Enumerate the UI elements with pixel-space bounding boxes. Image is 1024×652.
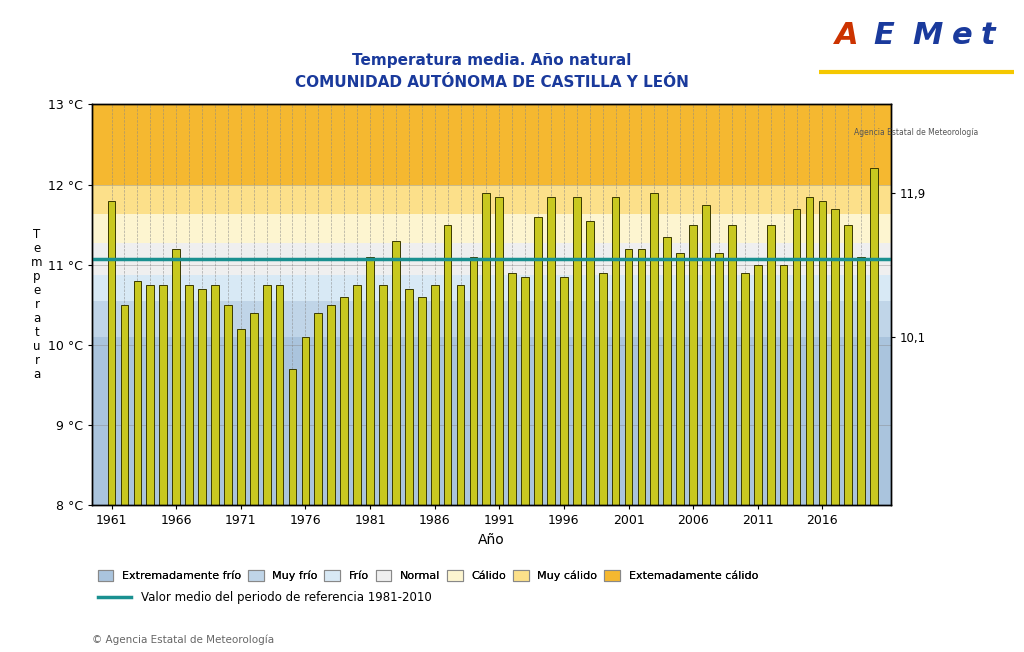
- Legend: Valor medio del periodo de referencia 1981-2010: Valor medio del periodo de referencia 19…: [98, 591, 431, 604]
- Bar: [108, 201, 116, 505]
- Text: A: A: [835, 21, 858, 50]
- Bar: [702, 205, 710, 505]
- Text: M: M: [912, 21, 943, 50]
- Bar: [664, 237, 671, 505]
- Bar: [457, 285, 464, 505]
- Bar: [340, 297, 348, 505]
- Bar: [92, 275, 891, 301]
- Bar: [818, 201, 826, 505]
- Bar: [172, 248, 180, 505]
- Bar: [831, 209, 840, 505]
- Bar: [638, 248, 645, 505]
- Bar: [431, 285, 438, 505]
- Bar: [92, 301, 891, 337]
- Bar: [92, 243, 891, 275]
- Bar: [198, 289, 206, 505]
- Bar: [92, 215, 891, 243]
- Bar: [857, 257, 865, 505]
- Bar: [573, 196, 581, 505]
- Bar: [870, 168, 878, 505]
- Bar: [92, 185, 891, 215]
- Bar: [650, 192, 658, 505]
- Bar: [599, 273, 606, 505]
- Text: COMUNIDAD AUTÓNOMA DE CASTILLA Y LEÓN: COMUNIDAD AUTÓNOMA DE CASTILLA Y LEÓN: [295, 75, 688, 90]
- Text: Temperatura media. Año natural: Temperatura media. Año natural: [352, 53, 631, 68]
- Bar: [185, 285, 193, 505]
- Bar: [418, 297, 426, 505]
- Bar: [379, 285, 387, 505]
- Bar: [237, 329, 245, 505]
- Text: t: t: [981, 21, 995, 50]
- Bar: [754, 265, 762, 505]
- Bar: [508, 273, 516, 505]
- Bar: [133, 281, 141, 505]
- Bar: [92, 337, 891, 505]
- Bar: [92, 104, 891, 185]
- Bar: [289, 369, 296, 505]
- Bar: [547, 196, 555, 505]
- Text: © Agencia Estatal de Meteorología: © Agencia Estatal de Meteorología: [92, 635, 274, 645]
- Y-axis label: T
e
m
p
e
r
a
t
u
r
a: T e m p e r a t u r a: [32, 228, 43, 381]
- Bar: [779, 265, 787, 505]
- Text: Agencia Estatal de Meteorología: Agencia Estatal de Meteorología: [854, 128, 979, 137]
- Bar: [741, 273, 749, 505]
- Bar: [263, 285, 270, 505]
- Bar: [211, 285, 219, 505]
- Bar: [367, 257, 374, 505]
- Bar: [611, 196, 620, 505]
- Bar: [560, 276, 567, 505]
- Bar: [470, 257, 477, 505]
- Bar: [301, 337, 309, 505]
- Legend: Extremadamente frío, Muy frío, Frío, Normal, Cálido, Muy cálido, Extemadamente c: Extremadamente frío, Muy frío, Frío, Nor…: [97, 570, 758, 581]
- Bar: [586, 220, 594, 505]
- X-axis label: Año: Año: [478, 533, 505, 547]
- Text: E: E: [873, 21, 895, 50]
- Bar: [793, 209, 801, 505]
- Bar: [767, 224, 774, 505]
- Bar: [535, 216, 542, 505]
- Bar: [404, 289, 413, 505]
- Bar: [728, 224, 736, 505]
- Bar: [521, 276, 529, 505]
- Bar: [496, 196, 503, 505]
- Bar: [275, 285, 284, 505]
- Bar: [328, 305, 335, 505]
- Bar: [250, 313, 258, 505]
- Bar: [715, 253, 723, 505]
- Bar: [806, 196, 813, 505]
- Bar: [392, 241, 399, 505]
- Bar: [482, 192, 490, 505]
- Bar: [224, 305, 231, 505]
- Bar: [121, 305, 128, 505]
- Bar: [314, 313, 323, 505]
- Bar: [845, 224, 852, 505]
- Bar: [160, 285, 167, 505]
- Bar: [353, 285, 361, 505]
- Bar: [443, 224, 452, 505]
- Bar: [146, 285, 155, 505]
- Text: e: e: [951, 21, 972, 50]
- Bar: [625, 248, 633, 505]
- Bar: [676, 253, 684, 505]
- Bar: [689, 224, 697, 505]
